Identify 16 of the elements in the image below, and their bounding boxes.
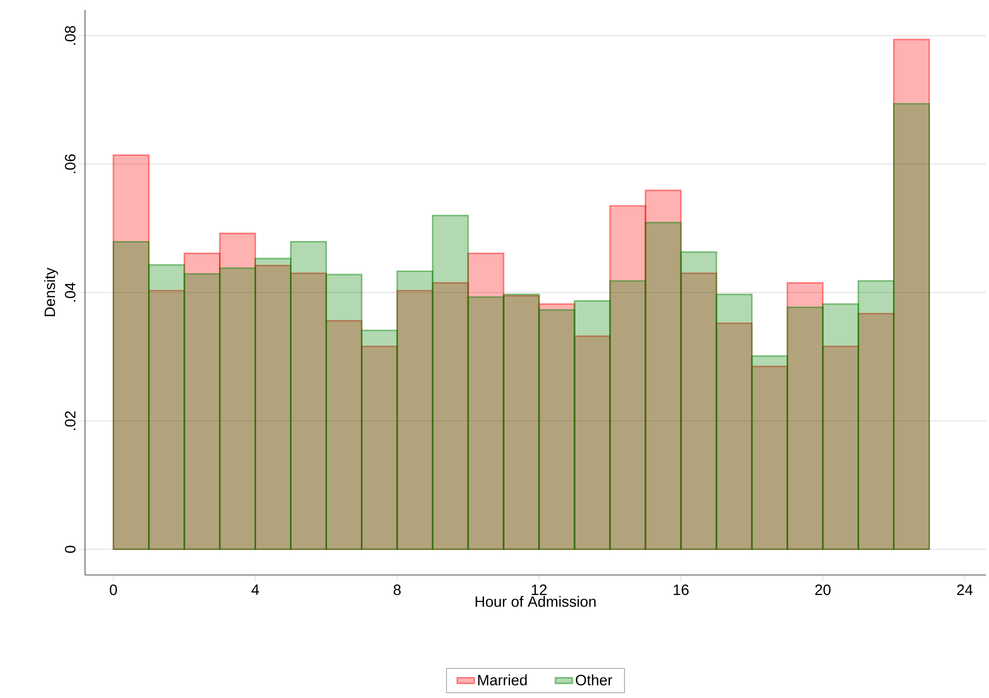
y-tick-label: .06 xyxy=(64,154,76,174)
legend-label: Married xyxy=(478,674,527,686)
y-tick-label: .08 xyxy=(64,26,76,45)
y-tick-label: 0 xyxy=(64,546,76,553)
y-tick-label: .04 xyxy=(64,282,76,302)
x-axis-title: Hour of Admission xyxy=(476,596,596,607)
y-axis-title: Density xyxy=(44,268,58,316)
legend-label: Other xyxy=(576,674,612,686)
x-tick-label: 8 xyxy=(394,584,401,596)
y-tick-label: .02 xyxy=(64,411,76,430)
x-tick-label: 20 xyxy=(815,584,831,596)
x-tick-label: 0 xyxy=(110,584,117,596)
x-tick-label: 16 xyxy=(674,584,689,596)
x-tick-label: 4 xyxy=(251,584,259,595)
x-tick-label: 24 xyxy=(957,584,973,595)
x-tick-label: 12 xyxy=(532,584,547,595)
